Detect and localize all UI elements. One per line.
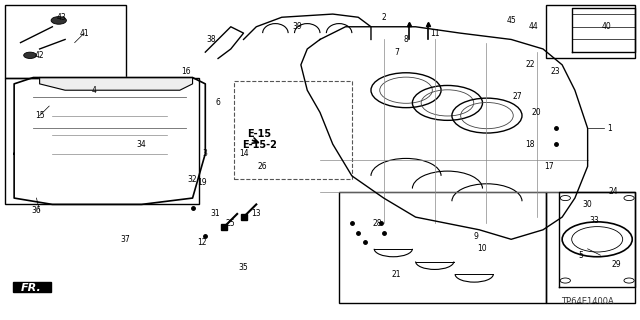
Text: 43: 43 bbox=[57, 13, 67, 22]
Text: 3: 3 bbox=[203, 149, 208, 158]
Text: 40: 40 bbox=[602, 22, 612, 31]
Text: 29: 29 bbox=[611, 260, 621, 269]
Text: 31: 31 bbox=[210, 209, 220, 219]
Bar bbox=[339, 192, 546, 303]
Text: 44: 44 bbox=[529, 22, 538, 31]
Text: 14: 14 bbox=[239, 149, 248, 158]
Text: 41: 41 bbox=[79, 28, 89, 38]
Text: 27: 27 bbox=[513, 92, 522, 101]
Text: 34: 34 bbox=[137, 140, 147, 148]
Text: 38: 38 bbox=[207, 35, 216, 44]
Text: 24: 24 bbox=[608, 187, 618, 196]
Text: 13: 13 bbox=[252, 209, 261, 219]
Text: 37: 37 bbox=[121, 235, 131, 244]
Text: 6: 6 bbox=[216, 99, 221, 108]
Circle shape bbox=[51, 17, 67, 24]
Text: 21: 21 bbox=[392, 270, 401, 279]
Text: 15: 15 bbox=[35, 111, 44, 120]
Text: 4: 4 bbox=[92, 86, 96, 95]
Text: 36: 36 bbox=[31, 206, 42, 215]
Text: 12: 12 bbox=[197, 238, 207, 247]
Text: 8: 8 bbox=[404, 35, 408, 44]
Text: 7: 7 bbox=[394, 48, 399, 57]
Polygon shape bbox=[40, 77, 193, 90]
Text: 42: 42 bbox=[35, 51, 44, 60]
Bar bbox=[4, 4, 125, 77]
Text: 25: 25 bbox=[226, 219, 236, 228]
Bar bbox=[546, 4, 636, 59]
Text: 20: 20 bbox=[532, 108, 541, 117]
Bar bbox=[4, 77, 199, 204]
Text: FR.: FR. bbox=[20, 284, 41, 293]
Text: 45: 45 bbox=[506, 16, 516, 25]
Text: 5: 5 bbox=[579, 251, 584, 260]
Text: 23: 23 bbox=[551, 67, 561, 76]
Bar bbox=[546, 192, 636, 303]
Text: 33: 33 bbox=[589, 216, 599, 225]
Text: 32: 32 bbox=[188, 174, 197, 184]
Text: 30: 30 bbox=[583, 200, 593, 209]
Text: 22: 22 bbox=[525, 60, 535, 69]
Text: 9: 9 bbox=[474, 232, 479, 241]
Text: 18: 18 bbox=[525, 140, 535, 148]
Bar bbox=[13, 282, 51, 292]
Text: 11: 11 bbox=[430, 28, 440, 38]
Text: 39: 39 bbox=[293, 22, 303, 31]
Text: E-15
E-15-2: E-15 E-15-2 bbox=[242, 129, 277, 150]
Text: 19: 19 bbox=[197, 178, 207, 187]
Text: 28: 28 bbox=[372, 219, 382, 228]
Text: 35: 35 bbox=[239, 263, 248, 272]
Text: 10: 10 bbox=[477, 244, 487, 253]
Text: 26: 26 bbox=[258, 162, 268, 171]
Text: TP64E1400A: TP64E1400A bbox=[561, 297, 614, 306]
Text: 17: 17 bbox=[545, 162, 554, 171]
Text: 2: 2 bbox=[381, 13, 386, 22]
Circle shape bbox=[24, 52, 36, 59]
Text: 1: 1 bbox=[607, 124, 612, 133]
Text: 16: 16 bbox=[181, 67, 191, 76]
